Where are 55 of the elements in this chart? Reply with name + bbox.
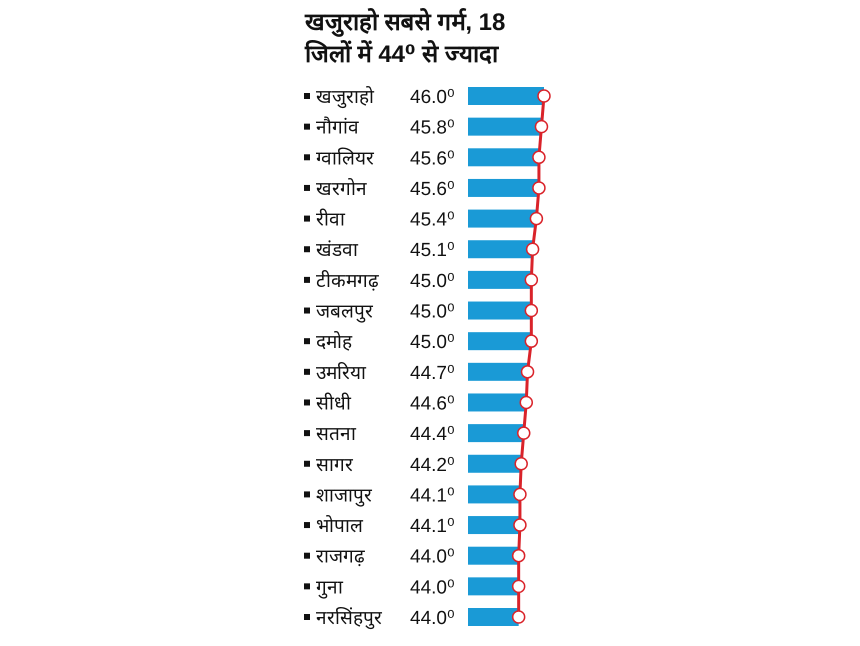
data-label: 44.0⁰	[410, 546, 455, 568]
point	[514, 457, 528, 471]
data-label: 45.0⁰	[410, 332, 455, 354]
point	[534, 120, 548, 134]
data-label: 44.4⁰	[410, 424, 455, 446]
point	[524, 273, 538, 287]
data-label: 44.1⁰	[410, 485, 455, 506]
point	[537, 89, 551, 103]
point	[530, 212, 544, 226]
y-tick-label: सीधी	[316, 391, 352, 414]
data-label: 45.1⁰	[410, 240, 455, 262]
point	[526, 242, 540, 256]
y-tick-label: सागर	[316, 454, 354, 476]
point	[532, 181, 546, 195]
y-tick-label: उमरिया	[316, 360, 367, 384]
y-tick-label: सतना	[316, 424, 357, 446]
point	[524, 334, 538, 348]
y-tick-label: नरसिंहपुर	[316, 606, 383, 630]
point	[520, 396, 534, 410]
data-label: 44.1⁰	[410, 516, 455, 538]
data-label: 45.6⁰	[410, 148, 455, 170]
data-label: 45.0⁰	[410, 302, 455, 323]
y-tick-label: खजुराहो	[316, 85, 375, 109]
data-label: 44.0⁰	[410, 608, 455, 629]
point	[512, 610, 526, 624]
point	[513, 518, 527, 532]
point	[520, 365, 534, 379]
y-tick-label: खंडवा	[316, 240, 359, 262]
chart-title: खजुराहो सबसे गर्म, 18 जिलों में 44⁰ से ज्यादा	[304, 8, 506, 68]
point	[512, 548, 526, 562]
data-label: 44.6⁰	[410, 393, 455, 414]
data-label: 44.7⁰	[410, 362, 455, 384]
y-tick-label: राजगढ़	[316, 546, 365, 568]
y-tick-label: टीकमगढ़	[316, 268, 379, 292]
data-label: 46.0⁰	[410, 87, 455, 108]
point	[513, 488, 527, 502]
y-tick-label: नौगांव	[316, 116, 359, 139]
data-label: 45.4⁰	[410, 210, 455, 231]
point	[512, 580, 526, 594]
y-tick-label: दमोह	[316, 330, 353, 354]
data-label: 45.6⁰	[410, 178, 455, 200]
data-label: 45.0⁰	[410, 270, 455, 292]
y-tick-label: जबलपुर	[316, 302, 374, 324]
data-label: 45.8⁰	[410, 118, 455, 139]
point	[532, 150, 546, 164]
data-label: 44.0⁰	[410, 577, 455, 598]
point	[524, 304, 538, 318]
y-tick-label: भोपाल	[316, 514, 364, 538]
y-tick-label: खरगोन	[316, 176, 367, 200]
y-tick-label: रीवा	[316, 208, 346, 231]
point	[516, 426, 530, 440]
y-tick-label: गुना	[316, 577, 344, 600]
y-tick-label: शाजापुर	[316, 485, 373, 508]
data-label: 44.2⁰	[410, 454, 455, 476]
y-tick-label: ग्वालियर	[316, 146, 375, 170]
